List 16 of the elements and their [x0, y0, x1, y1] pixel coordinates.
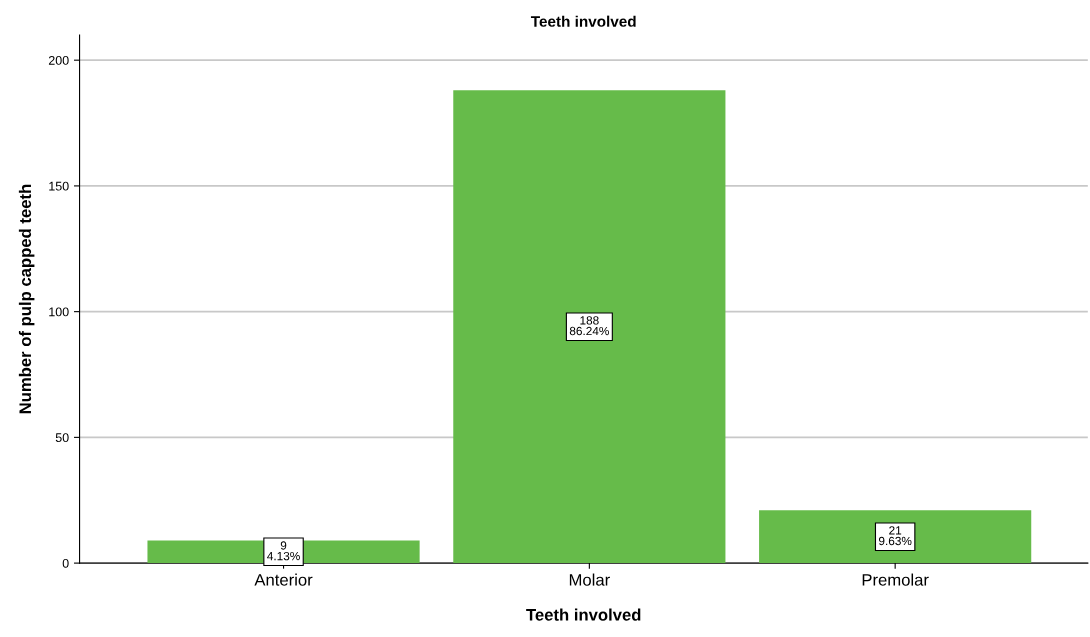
x-axis-title: Teeth involved [526, 608, 641, 621]
x-tick-label: Molar [569, 573, 610, 586]
x-tick-label: Anterior [254, 573, 313, 586]
y-tick-label: 50 [55, 433, 69, 443]
y-axis-title: Number of pulp capped teeth [18, 184, 35, 414]
data-label: 21 9.63% [878, 526, 912, 546]
bar [453, 90, 726, 564]
y-tick-label: 150 [49, 181, 69, 191]
chart-title: Teeth involved [530, 15, 636, 27]
y-tick-label: 100 [49, 307, 69, 317]
data-label: 9 4.13% [267, 541, 300, 561]
y-tick-label: 0 [62, 558, 69, 568]
data-label: 188 86.24% [569, 316, 609, 336]
y-tick-label: 200 [48, 55, 69, 65]
x-tick-label: Premolar [862, 573, 929, 586]
bar [759, 510, 1032, 564]
